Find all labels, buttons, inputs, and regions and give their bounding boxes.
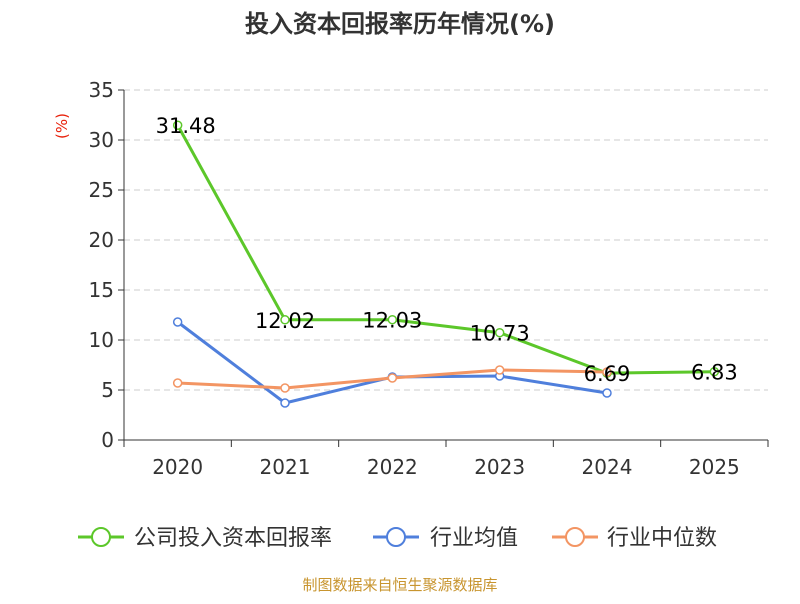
series-line-0 bbox=[176, 124, 715, 375]
data-point bbox=[602, 367, 612, 377]
data-label: 31.48 bbox=[156, 114, 216, 138]
series bbox=[172, 120, 720, 408]
x-tick-label: 2023 bbox=[474, 455, 525, 479]
data-point bbox=[172, 378, 183, 388]
data-point bbox=[172, 317, 183, 327]
legend-label: 公司投入资本回报率 bbox=[134, 526, 332, 551]
y-tick-label: 35 bbox=[89, 78, 114, 102]
data-point bbox=[494, 327, 505, 338]
data-labels: 31.48 12.02 12.03 10.73 6.69 6.83 bbox=[156, 114, 738, 386]
data-point bbox=[602, 388, 612, 398]
y-tick-label: 20 bbox=[89, 228, 114, 252]
x-tick-label: 2024 bbox=[582, 455, 633, 479]
legend: 公司投入资本回报率 行业均值 行业中位数 bbox=[78, 526, 717, 551]
data-label: 6.69 bbox=[584, 362, 631, 386]
data-label: 10.73 bbox=[470, 322, 530, 346]
x-tick-label: 2021 bbox=[260, 455, 311, 479]
data-point bbox=[709, 366, 720, 377]
data-label: 12.02 bbox=[255, 309, 315, 333]
source-note: 制图数据来自恒生聚源数据库 bbox=[302, 576, 497, 594]
legend-label: 行业均值 bbox=[430, 526, 518, 551]
data-point bbox=[387, 373, 398, 383]
x-tick-label: 2022 bbox=[367, 455, 418, 479]
legend-marker bbox=[386, 527, 406, 547]
data-point bbox=[280, 383, 290, 393]
data-point bbox=[387, 314, 398, 325]
series-line-1 bbox=[176, 320, 608, 405]
legend-marker bbox=[565, 527, 585, 547]
data-point bbox=[280, 315, 290, 325]
y-tick-label: 30 bbox=[89, 128, 114, 152]
chart-title: 投入资本回报率历年情况(%) bbox=[245, 10, 555, 38]
data-point bbox=[280, 398, 290, 408]
gridlines bbox=[124, 89, 768, 391]
y-axis-label: (%) bbox=[53, 113, 71, 139]
data-point bbox=[172, 120, 183, 130]
y-tick-label: 15 bbox=[89, 278, 114, 302]
data-label: 12.03 bbox=[362, 309, 422, 333]
y-tick-label: 0 bbox=[101, 428, 114, 452]
legend-label: 行业中位数 bbox=[607, 526, 717, 551]
y-tick-label: 10 bbox=[89, 328, 114, 352]
legend-marker bbox=[91, 527, 111, 547]
data-point bbox=[494, 365, 505, 375]
data-label: 6.83 bbox=[691, 361, 738, 385]
x-tick-label: 2025 bbox=[689, 455, 740, 479]
x-tick-label: 2020 bbox=[152, 455, 203, 479]
y-tick-label: 5 bbox=[101, 378, 114, 402]
y-tick-label: 25 bbox=[89, 178, 114, 202]
